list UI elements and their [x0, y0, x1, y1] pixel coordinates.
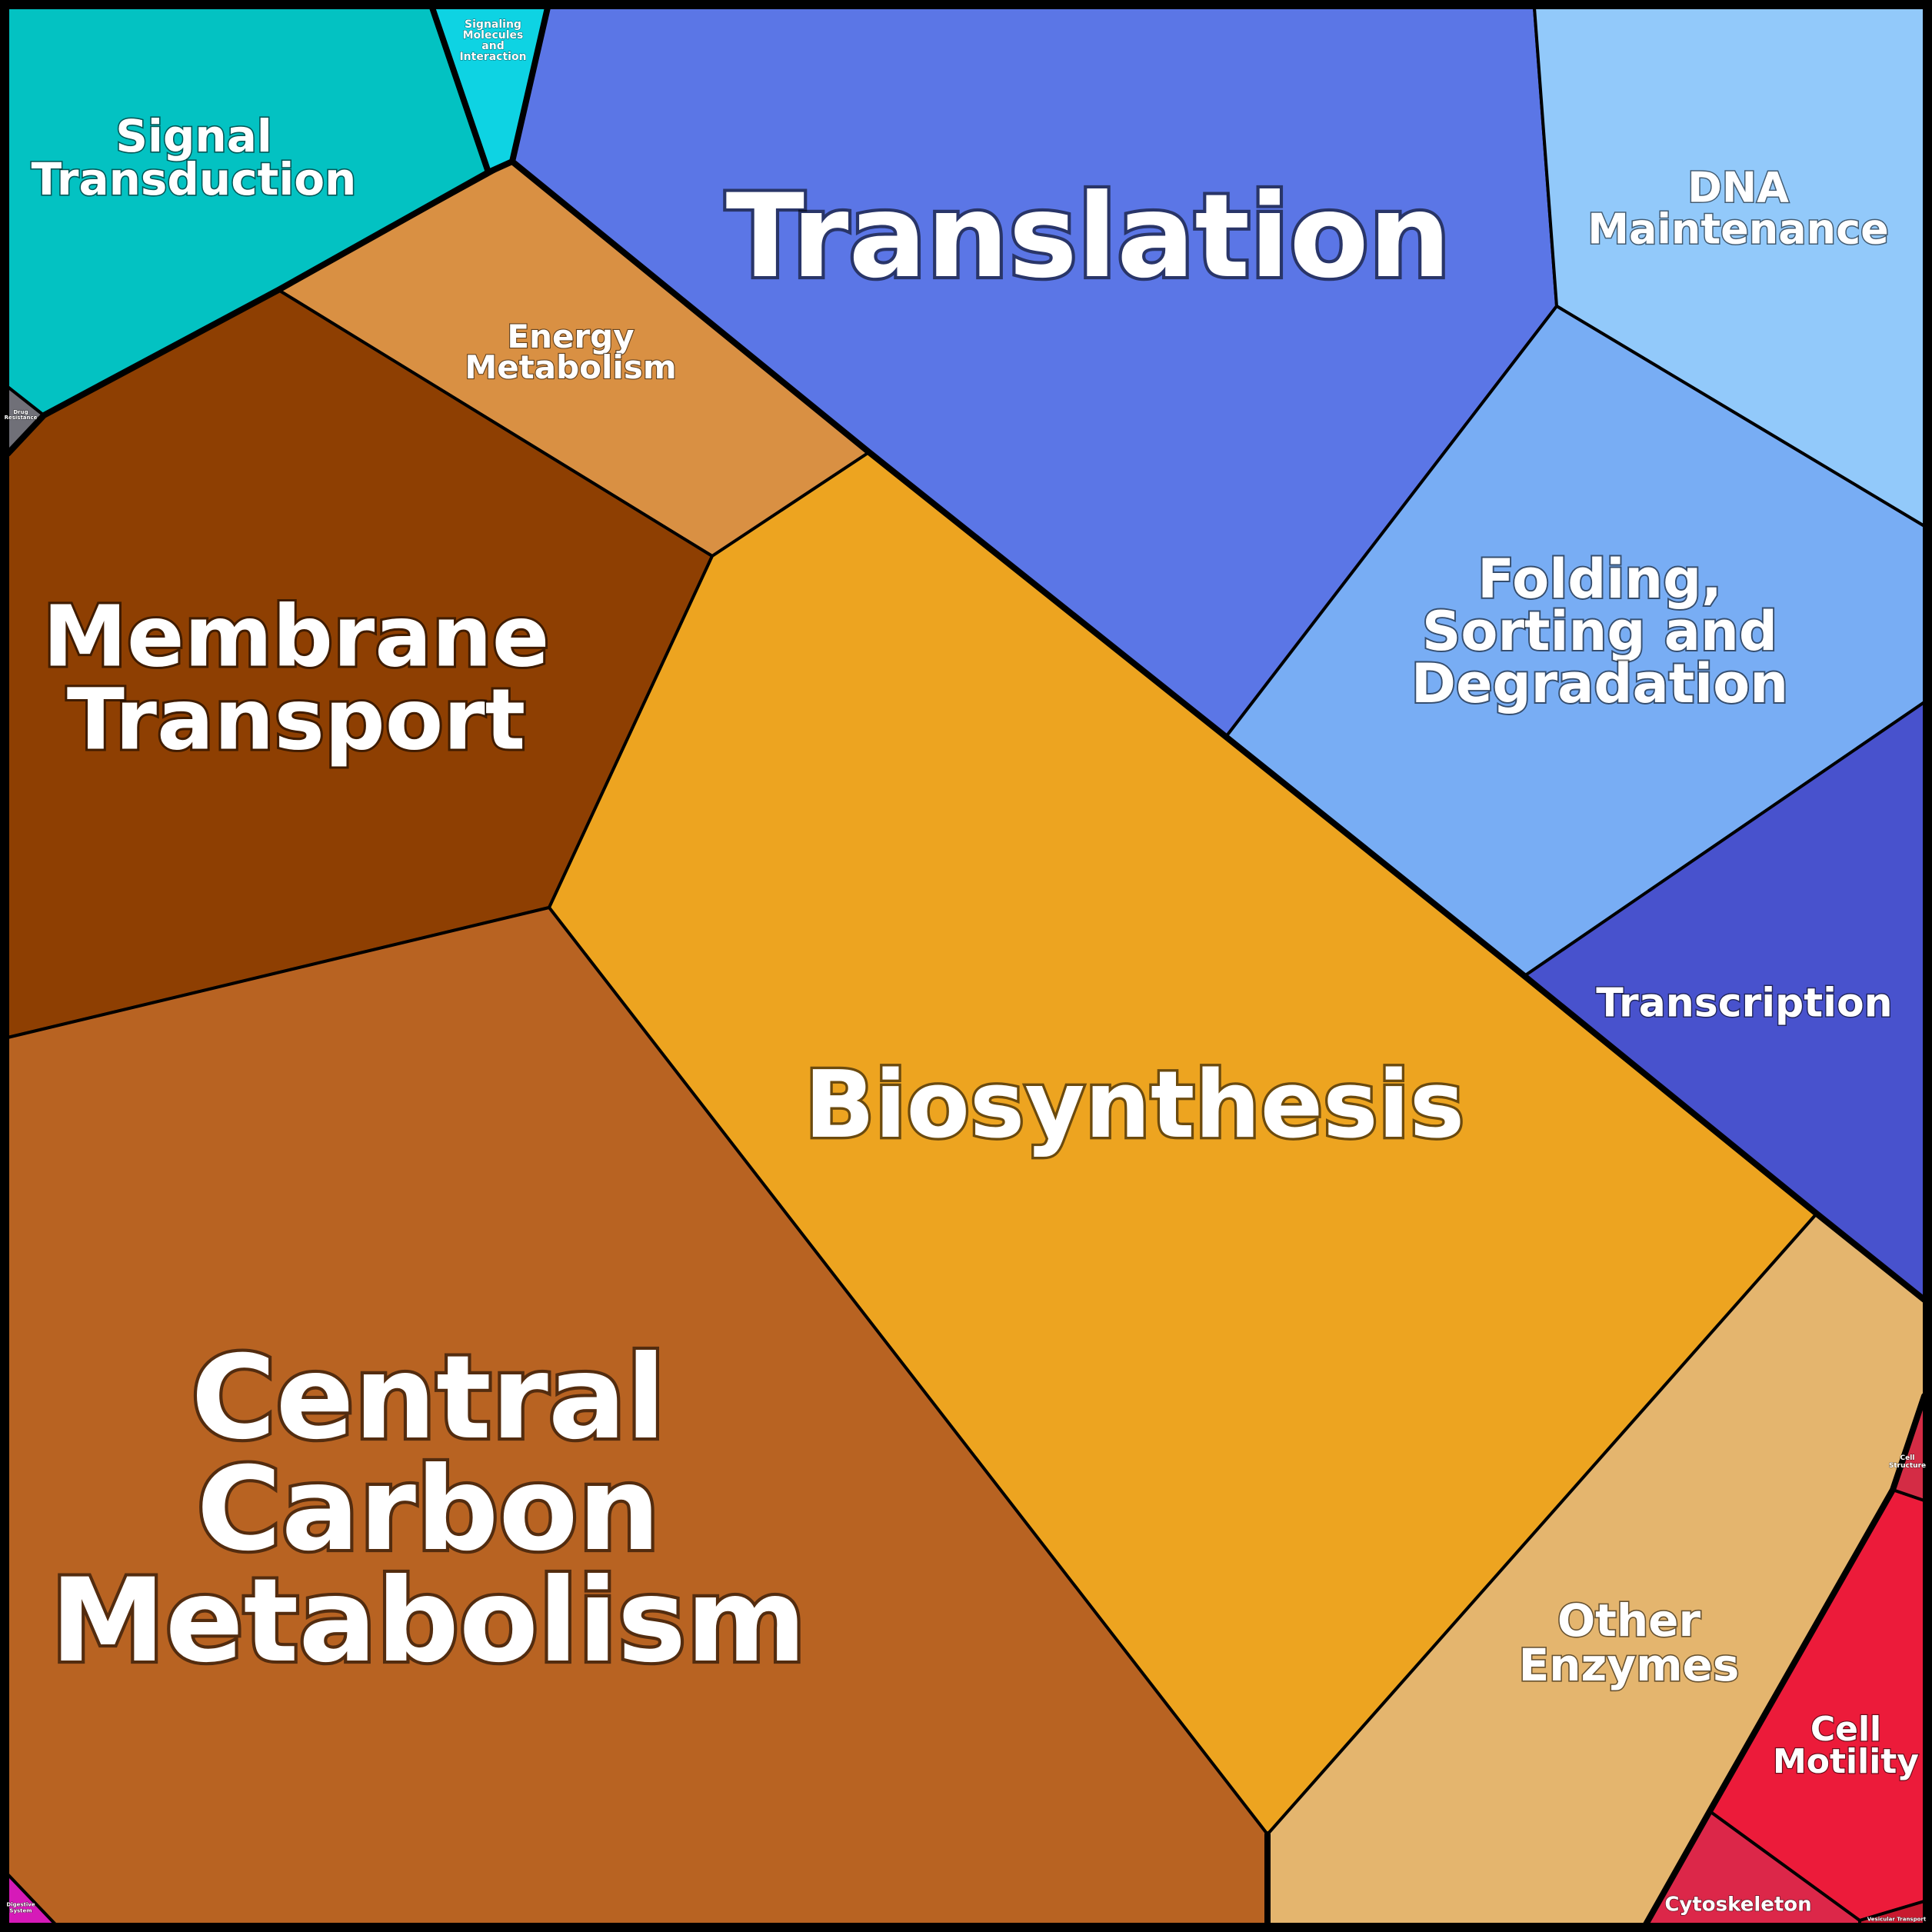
label-line-cell-motility-0: Cell	[1810, 1710, 1881, 1749]
label-line-central-carbon-metabolism-2: Metabolism	[51, 1554, 807, 1688]
label-line-signaling-molecules-2: and	[481, 40, 504, 52]
label-line-folding-sorting-degradation-2: Degradation	[1411, 652, 1788, 715]
label-line-cell-structure-1: Structure	[1889, 1462, 1926, 1470]
label-line-dna-maintenance-1: Maintenance	[1587, 205, 1889, 253]
label-transcription: Transcription	[1596, 981, 1892, 1027]
label-line-signal-transduction-0: Signal	[115, 110, 271, 162]
label-line-folding-sorting-degradation-0: Folding,	[1477, 548, 1722, 611]
label-dna-maintenance: DNA Maintenance	[1587, 163, 1889, 253]
label-line-central-carbon-metabolism-1: Carbon	[197, 1443, 661, 1577]
label-energy-metabolism: Energy Metabolism	[465, 318, 676, 386]
label-line-signal-transduction-1: Transduction	[32, 153, 357, 205]
group-border-2	[5, 169, 491, 457]
label-line-drug-resistance-0: Drug	[13, 409, 28, 415]
label-signaling-molecules: Signaling Molecules and Interaction	[459, 18, 526, 63]
label-line-other-enzymes-1: Enzymes	[1519, 1639, 1740, 1691]
group-border-0	[509, 158, 1927, 1303]
label-drug-resistance: Drug Resistance	[5, 409, 38, 421]
label-line-dna-maintenance-0: DNA	[1687, 163, 1789, 212]
label-other-enzymes: Other Enzymes	[1519, 1594, 1740, 1691]
label-folding-sorting-degradation: Folding, Sorting and Degradation	[1411, 548, 1788, 715]
group-border-4	[1643, 1393, 1927, 1927]
label-vesicular-transport: Vesicular Transport	[1867, 1917, 1927, 1923]
label-line-cell-motility-1: Motility	[1773, 1742, 1919, 1781]
label-line-signaling-molecules-0: Signaling	[465, 18, 521, 31]
label-line-energy-metabolism-1: Metabolism	[465, 348, 676, 386]
group-border-1	[429, 5, 551, 175]
label-cell-motility: Cell Motility	[1773, 1710, 1919, 1781]
label-line-membrane-transport-1: Transport	[67, 671, 525, 769]
label-line-folding-sorting-degradation-1: Sorting and	[1422, 600, 1777, 663]
label-line-signaling-molecules-3: Interaction	[459, 51, 526, 63]
label-signal-transduction: Signal Transduction	[32, 110, 357, 205]
label-line-digestive-system-0: Digestive	[6, 1902, 35, 1908]
label-central-carbon-metabolism: Central Carbon Metabolism	[51, 1331, 807, 1688]
label-membrane-transport: Membrane Transport	[43, 588, 550, 769]
label-line-other-enzymes-0: Other	[1557, 1594, 1701, 1647]
label-line-drug-resistance-1: Resistance	[5, 415, 38, 421]
label-cytoskeleton: Cytoskeleton	[1664, 1893, 1811, 1916]
label-line-signaling-molecules-1: Molecules	[463, 29, 524, 42]
label-line-vesicular-transport-0: Vesicular Transport	[1867, 1917, 1927, 1923]
label-line-translation-0: Translation	[726, 170, 1451, 304]
label-digestive-system: Digestive System	[6, 1902, 35, 1914]
label-line-central-carbon-metabolism-0: Central	[192, 1331, 666, 1465]
label-cell-structure: Cell Structure	[1889, 1454, 1926, 1470]
label-line-biosynthesis-0: Biosynthesis	[804, 1052, 1464, 1159]
label-translation: Translation	[726, 170, 1451, 304]
label-line-cell-structure-0: Cell	[1900, 1454, 1915, 1462]
label-line-transcription-0: Transcription	[1596, 981, 1892, 1027]
label-line-cytoskeleton-0: Cytoskeleton	[1664, 1893, 1811, 1916]
label-line-energy-metabolism-0: Energy	[507, 318, 634, 355]
label-line-digestive-system-1: System	[9, 1908, 32, 1914]
label-line-membrane-transport-0: Membrane	[43, 588, 550, 686]
label-biosynthesis: Biosynthesis	[804, 1052, 1464, 1159]
